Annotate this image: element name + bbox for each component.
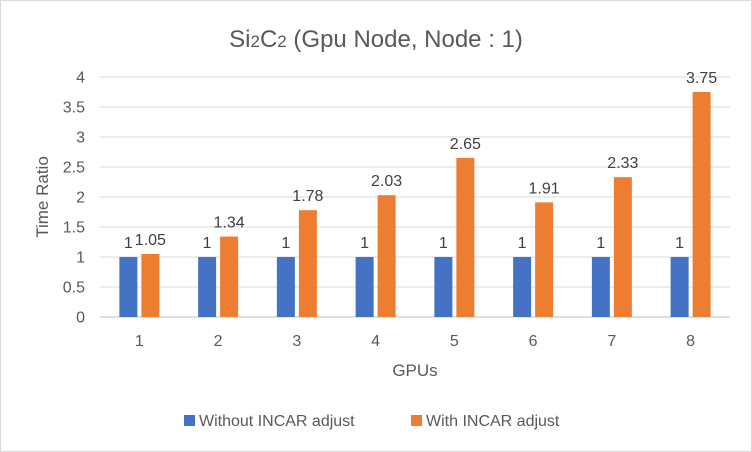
- y-tick-label: 2: [76, 190, 85, 207]
- x-tick-label: 1: [135, 333, 144, 350]
- bar-with-incar: [692, 92, 711, 317]
- bar-without-incar: [591, 257, 610, 317]
- data-label: 1: [281, 235, 290, 252]
- legend-swatch-with-incar: [411, 415, 422, 426]
- bar-with-incar: [377, 195, 396, 317]
- data-label: 1: [439, 235, 448, 252]
- chart-title-subscript: 2: [277, 32, 286, 51]
- y-tick-label: 1: [76, 250, 85, 267]
- y-tick-label: 2.5: [63, 160, 85, 177]
- data-label: 1: [518, 235, 527, 252]
- gridlines: [100, 76, 730, 318]
- data-label: 2.33: [607, 155, 638, 172]
- chart-title-part: C: [260, 26, 277, 53]
- data-label: 1: [124, 235, 133, 252]
- x-tick-label: 4: [371, 333, 380, 350]
- chart-title: Si2C2 (Gpu Node, Node : 1): [229, 26, 523, 53]
- bar-with-incar: [141, 254, 160, 317]
- x-axis-title: GPUs: [392, 361, 437, 380]
- data-label: 1.91: [529, 180, 560, 197]
- data-label: 3.75: [686, 70, 717, 87]
- y-axis-title: Time Ratio: [33, 156, 52, 238]
- data-label: 1: [596, 235, 605, 252]
- data-label: 1: [675, 235, 684, 252]
- data-label: 2.03: [371, 173, 402, 190]
- legend: Without INCAR adjust With INCAR adjust: [184, 413, 560, 430]
- x-axis-ticks: 1 2 3 4 5 6 7 8: [135, 333, 695, 350]
- data-label: 1.05: [135, 232, 166, 249]
- bar-with-incar: [535, 202, 554, 317]
- legend-label: With INCAR adjust: [426, 413, 560, 430]
- y-tick-label: 1.5: [63, 220, 85, 237]
- bar-with-incar: [456, 158, 475, 317]
- bar-without-incar: [513, 257, 532, 317]
- data-label: 2.65: [450, 136, 481, 153]
- data-label: 1: [360, 235, 369, 252]
- y-axis-ticks: 0 0.5 1 1.5 2 2.5 3 3.5 4: [63, 70, 85, 327]
- data-label: 1.78: [292, 188, 323, 205]
- bar-with-incar: [613, 177, 632, 317]
- y-tick-label: 3.5: [63, 100, 85, 117]
- bar-without-incar: [355, 257, 374, 317]
- y-tick-label: 0.5: [63, 280, 85, 297]
- bar-without-incar: [434, 257, 453, 317]
- chart-title-part: (Gpu Node, Node : 1): [287, 26, 523, 53]
- bar-without-incar: [276, 257, 295, 317]
- x-tick-label: 2: [214, 333, 223, 350]
- bar-without-incar: [198, 257, 217, 317]
- bars: [119, 92, 711, 317]
- data-label: 1: [203, 235, 212, 252]
- x-tick-label: 5: [450, 333, 459, 350]
- chart-title-subscript: 2: [250, 32, 259, 51]
- x-tick-label: 7: [607, 333, 616, 350]
- y-tick-label: 3: [76, 130, 85, 147]
- x-tick-label: 8: [686, 333, 695, 350]
- x-tick-label: 3: [292, 333, 301, 350]
- bar-without-incar: [670, 257, 689, 317]
- y-tick-label: 4: [76, 70, 85, 87]
- bar-without-incar: [119, 257, 138, 317]
- data-label: 1.34: [214, 215, 245, 232]
- bar-with-incar: [220, 236, 239, 317]
- y-tick-label: 0: [76, 310, 85, 327]
- legend-swatch-without-incar: [184, 415, 195, 426]
- chart-title-part: Si: [229, 26, 250, 53]
- bar-with-incar: [298, 210, 317, 317]
- legend-label: Without INCAR adjust: [199, 413, 355, 430]
- x-tick-label: 6: [529, 333, 538, 350]
